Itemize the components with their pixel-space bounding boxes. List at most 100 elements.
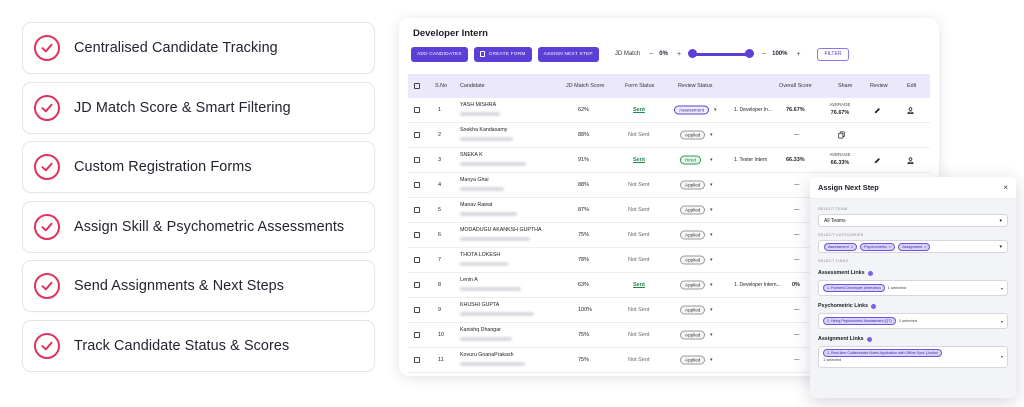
assign-next-step-button[interactable]: ASSIGN NEXT STEP [537, 46, 599, 62]
table-row[interactable]: 11 Kovuru GnanaPrakash 75% Not Sent Applied ▾… [408, 348, 930, 373]
filter-button[interactable]: FILTER [816, 47, 850, 61]
category-chip[interactable]: Psychometric × [860, 242, 895, 251]
table-row[interactable]: 6 MODADUGU AKANKSH GUPTHA 75% Not Sent Appli… [408, 223, 930, 248]
assignment-links-select[interactable]: 1. Real-time Collaborative Notes Applica… [818, 346, 1008, 368]
review-status-select[interactable]: Hired [680, 155, 701, 165]
team-select[interactable]: All Teams ▾ [818, 214, 1008, 227]
feature-label: Assign Skill & Psychometric Assessments [74, 218, 345, 235]
chevron-down-icon[interactable]: ▾ [710, 357, 713, 363]
candidate-name[interactable]: Snekha Kandasamy [460, 127, 508, 133]
review-status-select[interactable]: Applied [680, 180, 706, 190]
form-status[interactable]: Sent [633, 107, 645, 113]
add-candidates-button[interactable]: ADD CANDIDATES [411, 46, 468, 62]
candidate-name[interactable]: MODADUGU AKANKSH GUPTHA [460, 227, 542, 233]
remove-chip-icon[interactable]: × [850, 244, 853, 249]
table-row[interactable]: 1 YASH MISHRA 62% Sent Assessment ▾ 1. Develop… [408, 98, 930, 123]
category-chip[interactable]: Assignment × [898, 242, 931, 251]
slider-max-handle[interactable] [745, 49, 755, 58]
review-status-select[interactable]: Assessment [674, 105, 710, 115]
table-row[interactable]: 2 Snekha Kandasamy 88% Not Sent Applied ▾ — [408, 123, 930, 148]
row-checkbox[interactable] [414, 182, 420, 188]
selected-count: 1 selected [898, 318, 918, 323]
categories-select[interactable]: Assessment × Psychometric × Assignment × ▾ [818, 240, 1008, 253]
candidate-name[interactable]: Manya Ghai [460, 177, 489, 183]
table-row[interactable]: 9 KHUSHI GUPTA 100% Not Sent Applied ▾ — [408, 298, 930, 323]
table-row[interactable]: 8 Lenin A 63% Sent Applied ▾ 1. Developer Inte… [408, 273, 930, 298]
col-edit: Edit [907, 83, 917, 89]
candidate-name[interactable]: YASH MISHRA [460, 102, 497, 108]
table-row[interactable]: 3 SNEKA K 91% Sent Hired ▾ 1. Tester Intern 66.… [408, 148, 930, 173]
form-status: Not Sent [628, 207, 650, 213]
chevron-down-icon[interactable]: ▾ [714, 107, 717, 113]
remove-chip-icon[interactable]: × [924, 244, 927, 249]
review-status-select[interactable]: Applied [680, 230, 706, 240]
link-chip[interactable]: 1. Real-time Collaborative Notes Applica… [823, 349, 942, 357]
link-chip[interactable]: 1. Hiring Psychometric Assessment (QT) [823, 317, 896, 325]
minus-button-max[interactable]: − [762, 50, 767, 58]
chevron-down-icon[interactable]: ▾ [710, 332, 713, 338]
person-icon[interactable] [907, 151, 914, 169]
candidate-name[interactable]: THOTA LOKESH [460, 252, 501, 258]
pencil-icon[interactable] [874, 151, 881, 169]
chevron-down-icon[interactable]: ▾ [710, 157, 713, 163]
person-icon[interactable] [907, 101, 914, 119]
pencil-icon[interactable] [874, 101, 881, 119]
candidate-name[interactable]: Kanishq Dhangar [460, 327, 501, 333]
row-checkbox[interactable] [414, 107, 420, 113]
row-checkbox[interactable] [414, 257, 420, 263]
minus-button[interactable]: − [649, 50, 654, 58]
row-checkbox[interactable] [414, 207, 420, 213]
table-row[interactable]: 4 Manya Ghai 88% Not Sent Applied ▾ — [408, 173, 930, 198]
jd-match-slider[interactable] [688, 48, 755, 60]
form-status: Not Sent [628, 357, 650, 363]
row-checkbox[interactable] [414, 282, 420, 288]
feature-label: JD Match Score & Smart Filtering [74, 99, 291, 116]
remove-chip-icon[interactable]: × [888, 244, 891, 249]
plus-button[interactable]: + [676, 50, 682, 58]
chevron-down-icon[interactable]: ▾ [710, 307, 713, 313]
close-icon[interactable]: × [1003, 183, 1008, 192]
candidate-name[interactable]: KHUSHI GUPTA [460, 302, 500, 308]
chevron-down-icon[interactable]: ▾ [710, 207, 713, 213]
table-row[interactable]: 7 THOTA LOKESH 78% Not Sent Applied ▾ — [408, 248, 930, 273]
row-checkbox[interactable] [414, 357, 420, 363]
row-checkbox[interactable] [414, 132, 420, 138]
link-chip[interactable]: 1. Frontend Developer (Interview) [823, 284, 885, 292]
candidate-name[interactable]: SNEKA K [460, 152, 483, 158]
review-status-select[interactable]: Applied [680, 355, 706, 365]
slider-min-handle[interactable] [688, 49, 698, 58]
row-checkbox[interactable] [414, 332, 420, 338]
review-status-label: Hired [685, 157, 696, 163]
chevron-down-icon[interactable]: ▾ [710, 232, 713, 238]
candidate-name[interactable]: Lenin A [460, 277, 478, 283]
candidate-email-blurred [460, 112, 500, 116]
assessment-links-select[interactable]: 1. Frontend Developer (Interview) 1 sele… [818, 280, 1008, 296]
copy-icon[interactable] [838, 126, 845, 144]
jd-match-score: 75% [578, 357, 590, 363]
review-status-select[interactable]: Applied [680, 205, 706, 215]
psychometric-links-select[interactable]: 1. Hiring Psychometric Assessment (QT) 1… [818, 313, 1008, 329]
review-status-select[interactable]: Applied [680, 330, 706, 340]
chevron-down-icon[interactable]: ▾ [710, 132, 713, 138]
select-all-checkbox[interactable] [414, 83, 420, 89]
table-row[interactable]: 10 Kanishq Dhangar 75% Not Sent Applied ▾ — [408, 323, 930, 348]
review-status-select[interactable]: Applied [680, 130, 706, 140]
row-checkbox[interactable] [414, 307, 420, 313]
category-chip[interactable]: Assessment × [824, 242, 857, 251]
review-status-select[interactable]: Applied [680, 305, 706, 315]
plus-button-max[interactable]: + [796, 50, 801, 58]
candidate-name[interactable]: Manav Rawat [460, 202, 493, 208]
table-row[interactable]: 5 Manav Rawat 87% Not Sent Applied ▾ — [408, 198, 930, 223]
filter-label: FILTER [824, 51, 842, 57]
chevron-down-icon[interactable]: ▾ [710, 182, 713, 188]
row-checkbox[interactable] [414, 232, 420, 238]
review-status-select[interactable]: Applied [680, 255, 706, 265]
row-checkbox[interactable] [414, 157, 420, 163]
form-status[interactable]: Sent [633, 157, 645, 163]
chevron-down-icon[interactable]: ▾ [710, 282, 713, 288]
form-status[interactable]: Sent [633, 282, 645, 288]
create-form-button[interactable]: CREATE FORM [473, 46, 532, 62]
review-status-select[interactable]: Applied [680, 280, 706, 290]
chevron-down-icon[interactable]: ▾ [710, 257, 713, 263]
candidate-name[interactable]: Kovuru GnanaPrakash [460, 352, 514, 358]
